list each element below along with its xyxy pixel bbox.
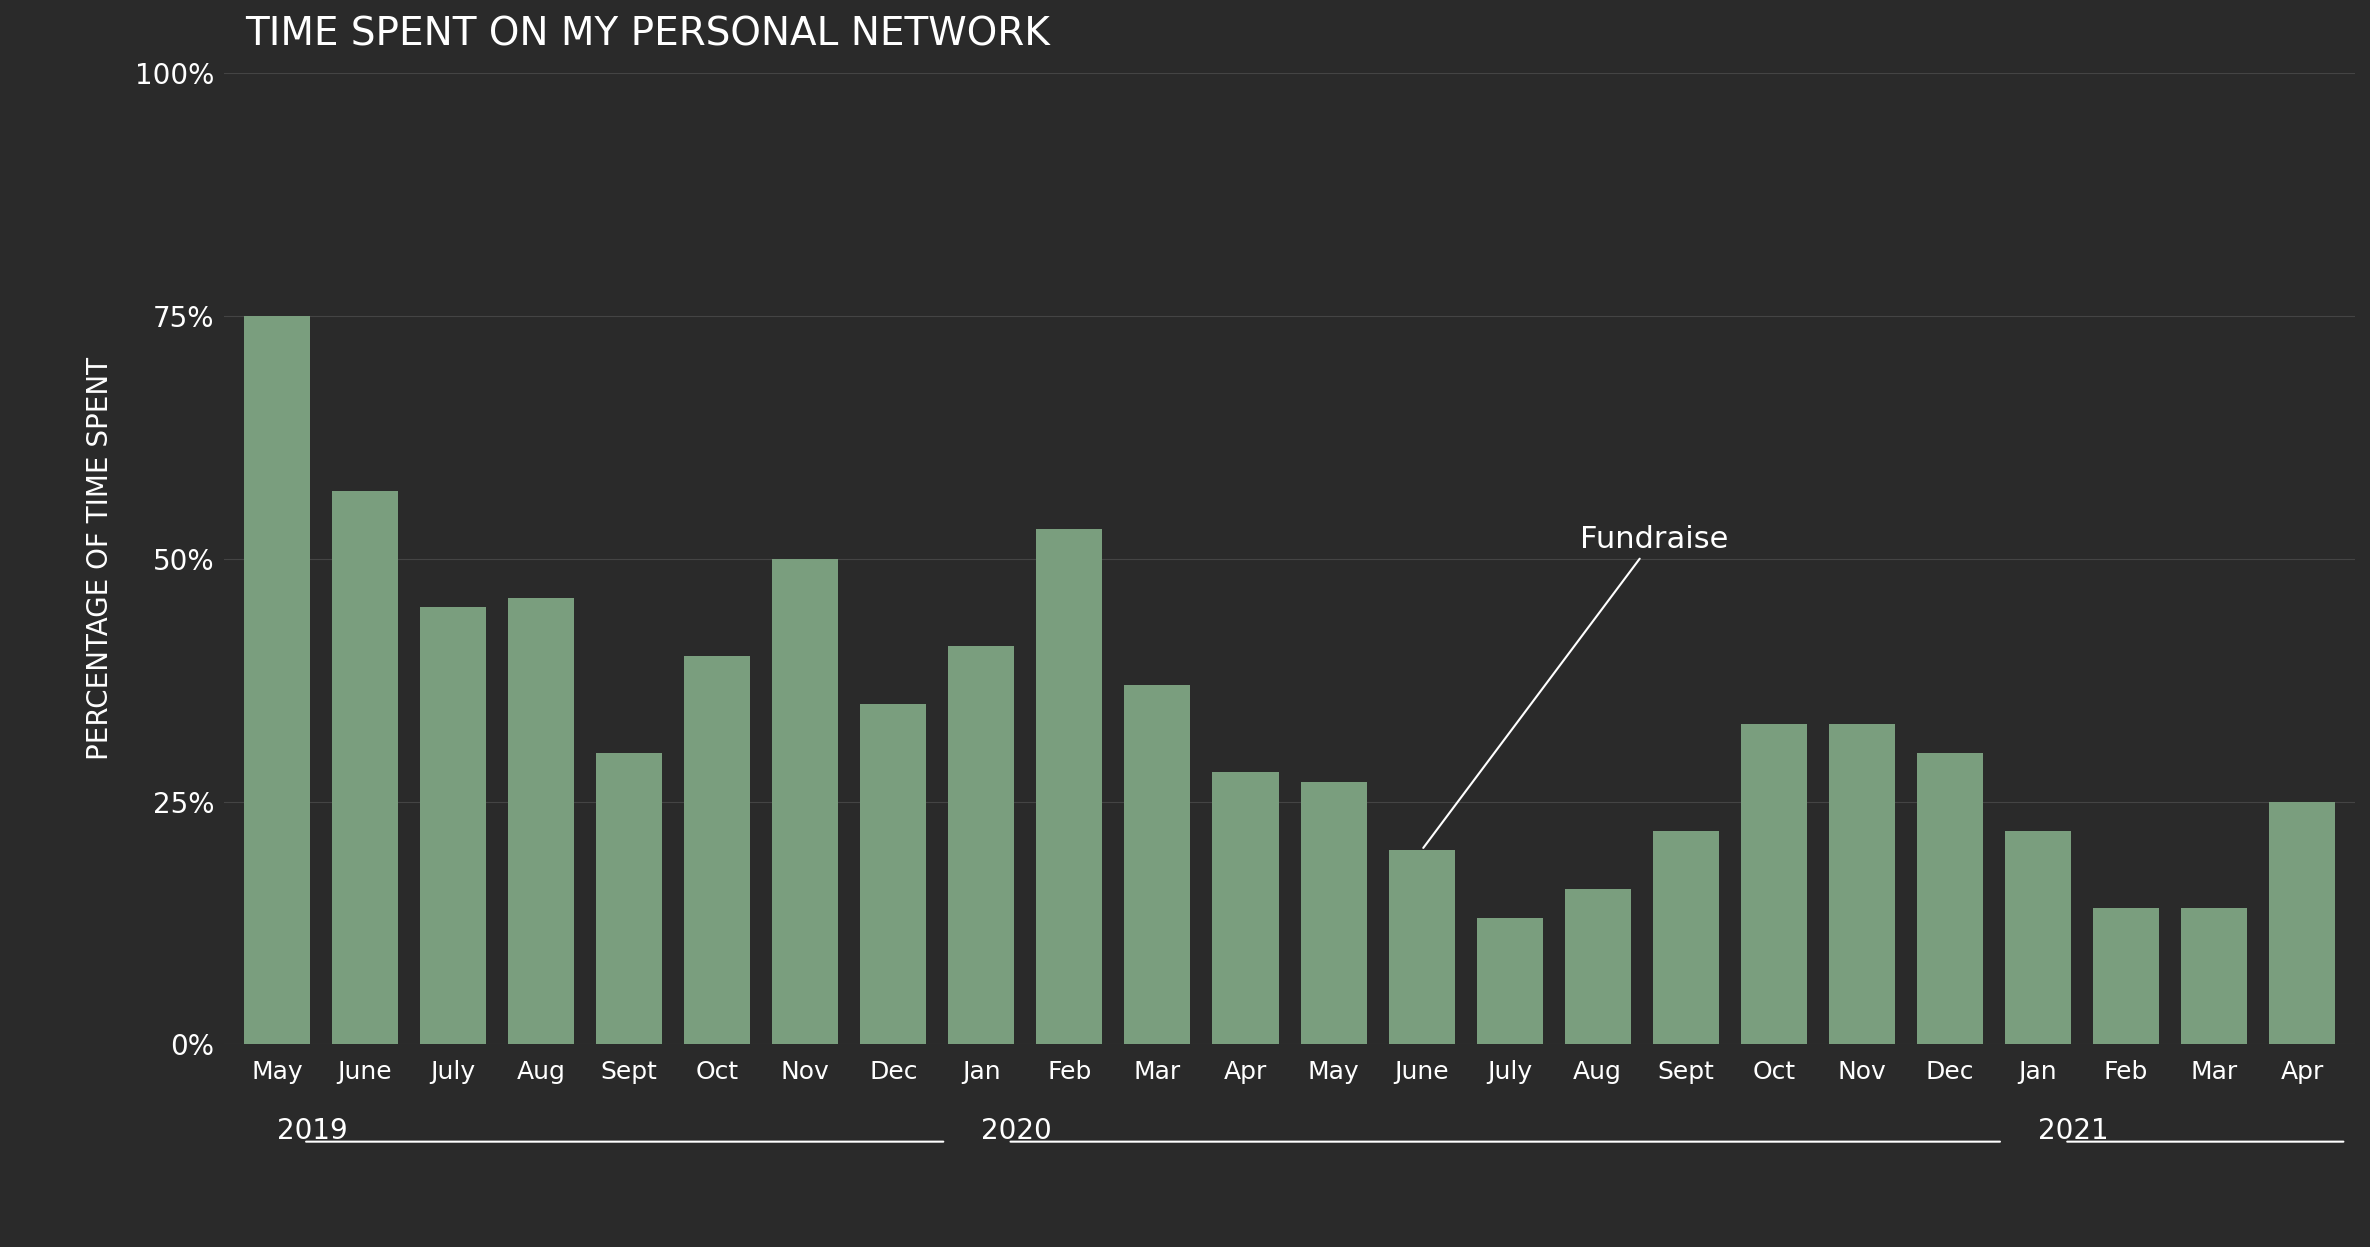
Bar <box>1123 685 1190 1045</box>
Text: Fundraise: Fundraise <box>1424 525 1728 848</box>
Text: 2021: 2021 <box>2038 1117 2109 1145</box>
Bar <box>419 607 486 1045</box>
Bar <box>2180 909 2247 1045</box>
Bar <box>507 597 574 1045</box>
Bar <box>1652 831 1718 1045</box>
Bar <box>1301 782 1367 1045</box>
Text: 2020: 2020 <box>981 1117 1052 1145</box>
Bar <box>597 753 661 1045</box>
Y-axis label: PERCENTAGE OF TIME SPENT: PERCENTAGE OF TIME SPENT <box>85 357 114 761</box>
Bar <box>2093 909 2159 1045</box>
Bar <box>1742 723 1806 1045</box>
Bar <box>860 705 927 1045</box>
Bar <box>1213 772 1277 1045</box>
Text: TIME SPENT ON MY PERSONAL NETWORK: TIME SPENT ON MY PERSONAL NETWORK <box>246 15 1050 54</box>
Bar <box>332 490 398 1045</box>
Bar <box>1917 753 1984 1045</box>
Bar <box>948 646 1014 1045</box>
Bar <box>685 656 751 1045</box>
Bar <box>1477 918 1543 1045</box>
Bar <box>2005 831 2071 1045</box>
Bar <box>1830 723 1896 1045</box>
Bar <box>1036 530 1102 1045</box>
Bar <box>773 559 839 1045</box>
Bar <box>244 315 310 1045</box>
Bar <box>2268 802 2334 1045</box>
Bar <box>1389 850 1455 1045</box>
Text: 2019: 2019 <box>277 1117 348 1145</box>
Bar <box>1564 889 1631 1045</box>
